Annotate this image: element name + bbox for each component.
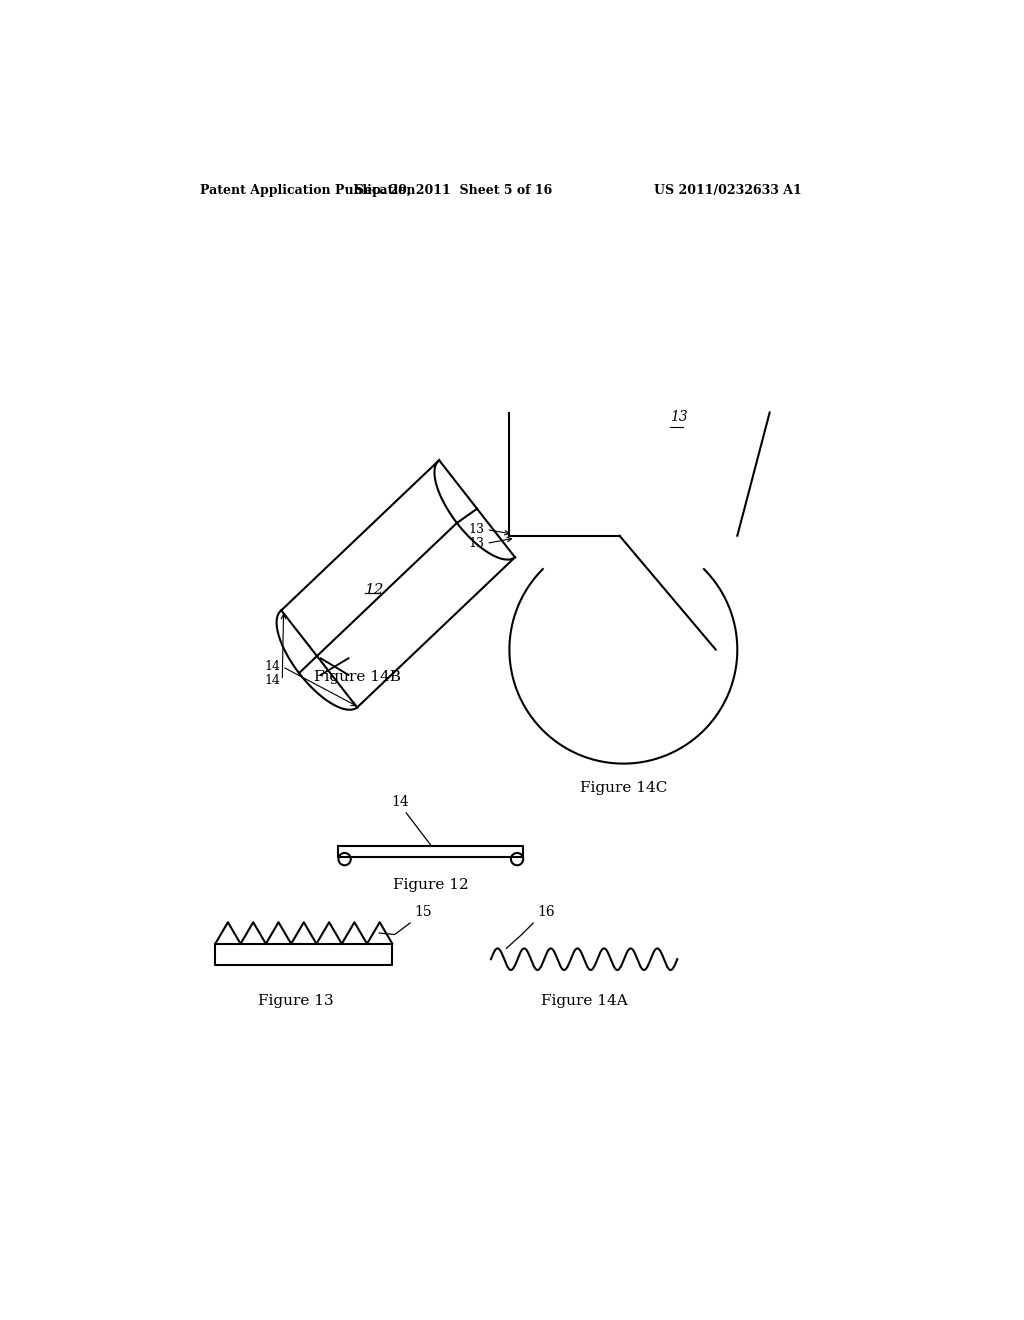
Text: Figure 13: Figure 13 [258, 994, 334, 1008]
Text: 14: 14 [265, 675, 281, 686]
Text: 16: 16 [538, 906, 555, 919]
Text: Patent Application Publication: Patent Application Publication [200, 185, 416, 197]
Text: Figure 14B: Figure 14B [314, 671, 401, 685]
Text: 13: 13 [469, 523, 484, 536]
Text: Figure 12: Figure 12 [393, 878, 469, 892]
Text: 13: 13 [469, 537, 484, 550]
Text: US 2011/0232633 A1: US 2011/0232633 A1 [654, 185, 802, 197]
Text: 14: 14 [265, 660, 281, 673]
Text: 13: 13 [670, 411, 687, 424]
Text: Sep. 29, 2011  Sheet 5 of 16: Sep. 29, 2011 Sheet 5 of 16 [355, 185, 553, 197]
Text: 15: 15 [414, 906, 431, 919]
Text: 14: 14 [391, 795, 409, 809]
Text: Figure 14A: Figure 14A [542, 994, 629, 1008]
Text: Figure 14C: Figure 14C [580, 780, 667, 795]
Text: 12: 12 [366, 582, 385, 597]
